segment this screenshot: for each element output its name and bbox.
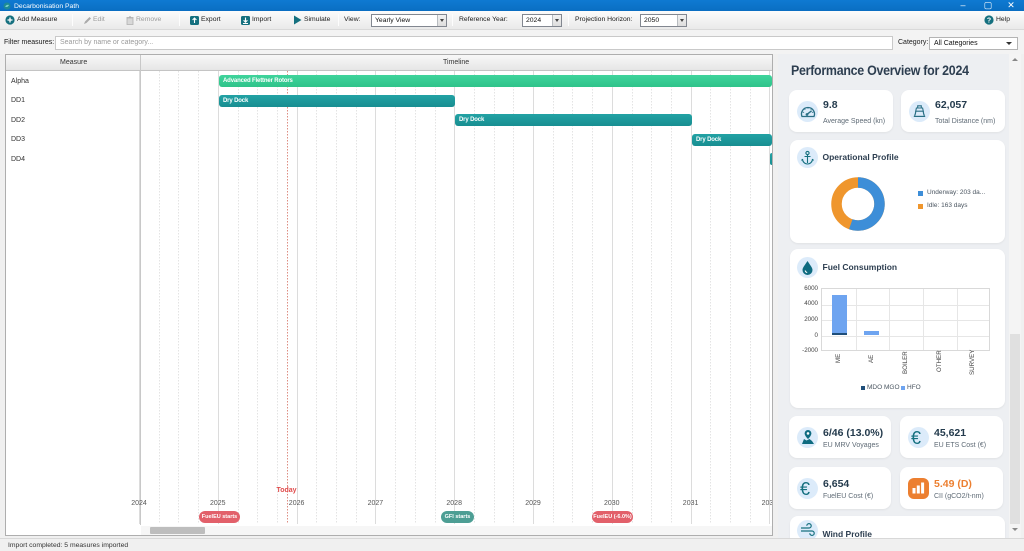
svg-text:?: ? <box>987 18 991 25</box>
